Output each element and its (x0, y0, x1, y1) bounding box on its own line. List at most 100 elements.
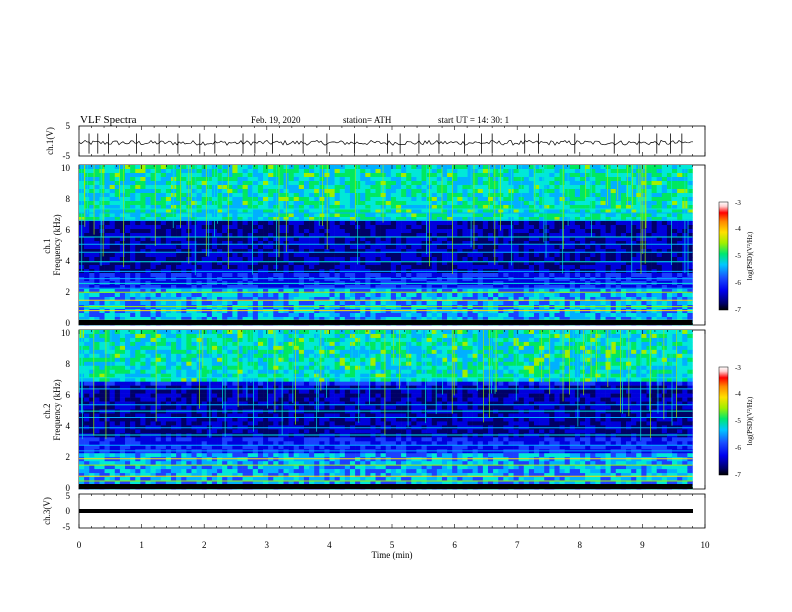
spec-cell (523, 217, 530, 222)
spec-cell (201, 233, 208, 238)
spec-cell (595, 313, 601, 318)
spec-cell (242, 237, 248, 242)
spec-cell (431, 253, 438, 258)
spec-cell (298, 209, 305, 214)
spec-cell (145, 209, 151, 214)
spec-cell (472, 301, 479, 306)
spec-cell (508, 245, 514, 250)
spec-cell (89, 169, 95, 174)
spec-cell (176, 229, 182, 234)
spec-cell (462, 221, 468, 226)
spec-cell (672, 217, 678, 222)
spec-cell (523, 261, 530, 266)
spec-cell (160, 225, 167, 230)
spec-cell (595, 309, 601, 314)
spec-cell (677, 221, 683, 226)
spec-cell (227, 229, 233, 234)
spec-cell (334, 297, 341, 302)
spec-cell (590, 277, 596, 282)
spec-cell (626, 253, 632, 258)
spec-cell (344, 257, 351, 262)
spec-cell (176, 225, 182, 230)
spec-cell (528, 181, 535, 186)
spec-cell (119, 217, 126, 222)
spec-cell (518, 273, 525, 278)
spec-cell (395, 213, 402, 218)
spec-cell (508, 261, 514, 266)
spec-cell (257, 305, 264, 310)
spec-cell (375, 273, 381, 278)
spec-cell (309, 229, 315, 234)
spec-cell (298, 249, 305, 254)
spec-cell (472, 237, 479, 242)
spec-cell (334, 277, 341, 282)
spec-cell (232, 257, 238, 262)
spec-cell (268, 273, 274, 278)
spec-cell (503, 225, 509, 230)
spec-cell (94, 233, 100, 238)
spec-cell (89, 313, 95, 318)
spec-cell (661, 241, 668, 246)
spec-cell (416, 297, 422, 302)
spec-cell (406, 245, 412, 250)
spec-cell (222, 241, 228, 246)
spec-cell (605, 205, 611, 210)
spec-cell (360, 177, 366, 182)
spec-cell (334, 293, 341, 298)
spec-cell (329, 217, 335, 222)
spec-cell (145, 297, 151, 302)
spec-cell (539, 241, 545, 246)
spec-cell (385, 277, 392, 282)
spec-cell (84, 185, 90, 190)
spec-cell (534, 317, 540, 322)
spec-cell (196, 305, 202, 310)
spec-cell (181, 297, 187, 302)
spec-cell (309, 277, 315, 282)
spec-cell (636, 301, 642, 306)
spec-cell (513, 317, 519, 322)
spec-cell (441, 197, 448, 202)
spec-cell (620, 209, 627, 214)
spec-cell (406, 285, 412, 290)
spec-cell (247, 181, 254, 186)
spec-cell (503, 305, 509, 310)
spec-cell (298, 221, 305, 226)
spec-cell (441, 313, 448, 318)
spec-cell (395, 225, 402, 230)
spec-cell (201, 173, 208, 178)
spec-cell (130, 273, 136, 278)
spec-cell (329, 277, 335, 282)
spec-cell (273, 205, 279, 210)
spec-cell (217, 253, 223, 258)
spec-cell (150, 165, 156, 170)
spec-cell (620, 289, 627, 294)
spec-cell (268, 253, 274, 258)
spec-cell (482, 229, 489, 234)
spec-cell (513, 313, 519, 318)
spec-cell (370, 285, 376, 290)
spec-cell (656, 241, 663, 246)
spec-cell (84, 313, 90, 318)
spec-cell (191, 165, 197, 170)
spec-cell (145, 201, 151, 206)
spec-cell (344, 317, 351, 322)
spec-cell (94, 217, 100, 222)
spec-cell (125, 241, 131, 246)
spec-cell (278, 201, 284, 206)
spec-cell (620, 317, 627, 322)
spec-cell (314, 229, 320, 234)
spec-cell (441, 225, 448, 230)
spec-cell (201, 181, 208, 186)
spec-cell (339, 317, 346, 322)
spec-cell (447, 217, 453, 222)
spec-cell (344, 237, 351, 242)
spec-cell (263, 229, 269, 234)
spec-cell (544, 169, 550, 174)
spec-cell (242, 241, 248, 246)
spec-cell (104, 297, 110, 302)
spec-cell (217, 205, 223, 210)
spec-cell (160, 317, 167, 322)
spec-cell (590, 197, 596, 202)
spec-cell (513, 245, 519, 250)
spec-cell (411, 257, 417, 262)
